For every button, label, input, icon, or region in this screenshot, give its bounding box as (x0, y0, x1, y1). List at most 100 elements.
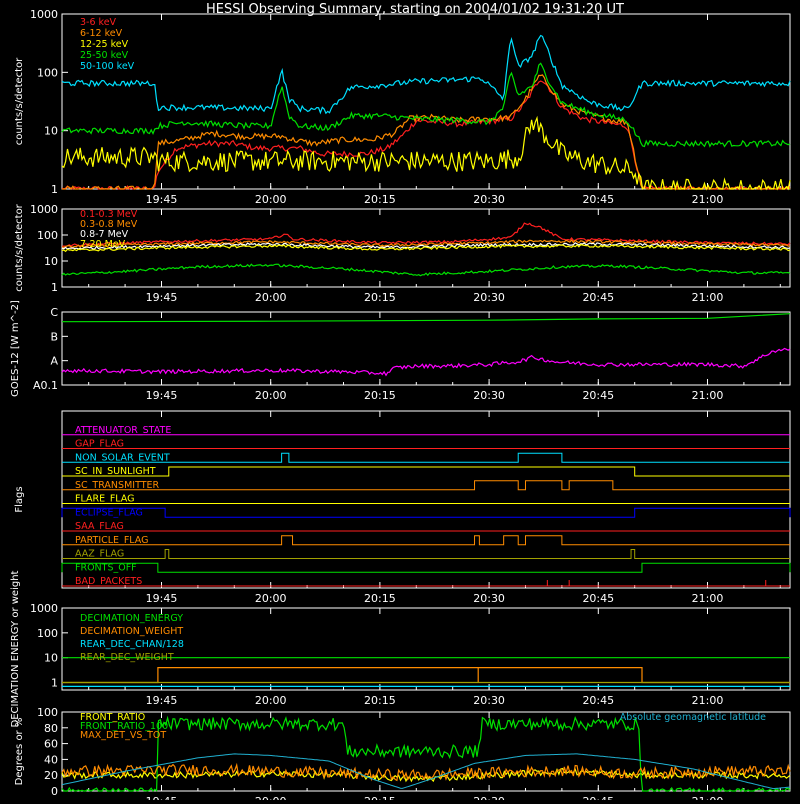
panel-2-xtick-label: 20:45 (582, 291, 614, 304)
panel-2-ylabel: counts/s/detector (14, 203, 25, 291)
panel-2-ytick-label: 10 (44, 255, 58, 268)
panel-4-xtick-label: 21:00 (692, 592, 724, 605)
panel-6-ylabel: Degrees or % (14, 718, 25, 786)
panel-5-frame (61, 607, 791, 691)
panel-1-xtick-label: 19:45 (146, 193, 178, 206)
panel-2-line-series-4 (61, 263, 791, 277)
panel-4-xtick-label: 19:45 (146, 592, 178, 605)
flag-line-particle-flag (62, 535, 790, 546)
panel-5-ylabel: DECIMATION ENERGY or weight (10, 570, 21, 727)
panel-5-ytick-label: 1000 (30, 602, 58, 615)
flag-label-aaz-flag: AAZ_FLAG (75, 549, 124, 560)
panel-1-ytick-label: 1 (51, 183, 58, 196)
panel-1-ytick-label: 100 (37, 66, 58, 79)
panel-5-legend-decimation-weight: DECIMATION_WEIGHT (80, 626, 183, 637)
panel-5-xtick-label: 21:00 (692, 694, 724, 707)
panel-4-xtick-label: 20:00 (255, 592, 287, 605)
panel-2-ytick-label: 1 (51, 281, 58, 294)
panel-1-legend-3-6-kev: 3-6 keV (80, 17, 117, 28)
flag-label-saa-flag: SAA_FLAG (75, 521, 124, 532)
flag-label-non-solar-event: NON_SOLAR_EVENT (75, 452, 170, 463)
panel-5-legend-decimation-energy: DECIMATION_ENERGY (80, 613, 183, 624)
panel-6-ytick-label: 0 (51, 785, 58, 798)
panel-5-xtick-label: 20:30 (473, 694, 505, 707)
flag-label-sc-transmitter: SC_TRANSMITTER (75, 480, 160, 491)
panel-3-xtick-label: 20:00 (255, 389, 287, 402)
flag-label-gap-flag: GAP_FLAG (75, 439, 124, 450)
panel-3-xtick-label: 20:30 (473, 389, 505, 402)
panel-3-ylabel: GOES-12 [W m^-2] (10, 300, 21, 397)
panel-1-line-25-50-kev (61, 62, 791, 149)
panel-6-legend-max-det-vs-tot: MAX_DET_VS_TOT (80, 730, 166, 741)
flag-line-fronts-off (61, 562, 791, 573)
panel-2-line-0-1-0-3-mev (61, 222, 791, 247)
panel-1-legend-12-25-kev: 12-25 keV (80, 39, 129, 50)
panel-3-ytick-label: A (50, 355, 58, 368)
flag-label-bad-packets: BAD_PACKETS (75, 576, 142, 587)
panel-4-ylabel: Flags (14, 486, 25, 512)
panel-6-line-front-ratio-100 (61, 715, 791, 793)
panel-1-line-12-25-kev (61, 115, 791, 191)
panel-1-ytick-label: 1000 (30, 8, 58, 21)
panel-6-xtick-label: 21:00 (692, 795, 724, 800)
panel-2-legend-0-3-0-8-mev: 0.3-0.8 MeV (80, 219, 138, 230)
panel-5-ytick-label: 1 (51, 677, 58, 690)
panel-6-legend-front-ratio: FRONT_RATIO (80, 712, 145, 723)
panel-2-legend-7-20-mev: 7-20 MeV (80, 239, 126, 250)
panel-6-frame (61, 711, 791, 792)
panel-2-xtick-label: 20:00 (255, 291, 287, 304)
flag-line-eclipse-flag (61, 507, 791, 518)
panel-3-line-series-1 (61, 347, 791, 377)
panel-1-line-50-100-kev (61, 34, 791, 115)
panel-2-line-7-20-mev (61, 244, 791, 253)
flag-label-flare-flag: FLARE_FLAG (75, 494, 135, 505)
panel-2-xtick-label: 19:45 (146, 291, 178, 304)
panel-6-ytick-label: 40 (44, 753, 58, 766)
panel-6-xtick-label: 20:45 (582, 795, 614, 800)
panel-6-ytick-label: 80 (44, 722, 58, 735)
panel-4-xtick-label: 20:30 (473, 592, 505, 605)
flag-line-sc-in-sunlight (62, 466, 790, 477)
panel-6-xtick-label: 19:45 (146, 795, 178, 800)
panel-2-line-0-3-0-8-mev (61, 239, 791, 249)
panel-4-xtick-label: 20:15 (364, 592, 396, 605)
panel-3-xtick-label: 20:45 (582, 389, 614, 402)
panel-3-ytick-label: B (50, 330, 58, 343)
panel-1-frame (61, 13, 791, 190)
panel-5-ytick-label: 100 (37, 627, 58, 640)
panel-3-ytick-label: C (50, 306, 58, 319)
panel-6-legend-front-ratio-100: FRONT_RATIO_100 (80, 721, 168, 732)
panel-2-ytick-label: 100 (37, 229, 58, 242)
flag-line-non-solar-event (62, 452, 790, 463)
panel-2-xtick-label: 20:30 (473, 291, 505, 304)
panel-2-xtick-label: 21:00 (692, 291, 724, 304)
flag-label-particle-flag: PARTICLE_FLAG (75, 535, 148, 546)
panel-1-line-6-12-kev (62, 74, 791, 190)
panel-1-xtick-label: 20:30 (473, 193, 505, 206)
panel-3-ytick-label: A0.1 (33, 379, 58, 392)
panel-3-frame (61, 311, 791, 386)
panel-3-xtick-label: 19:45 (146, 389, 178, 402)
panel-5-xtick-label: 19:45 (146, 694, 178, 707)
panel-3-xtick-label: 20:15 (364, 389, 396, 402)
flag-line-sc-transmitter (62, 480, 790, 491)
panel-1-xtick-label: 20:00 (255, 193, 287, 206)
flag-label-fronts-off: FRONTS_OFF (75, 562, 137, 573)
panel-1-ytick-label: 10 (44, 125, 58, 138)
panel-5-legend-rear-dec-chan-128: REAR_DEC_CHAN/128 (80, 639, 184, 650)
panel-3-xtick-label: 21:00 (692, 389, 724, 402)
panel-1-xtick-label: 20:15 (364, 193, 396, 206)
panel-6-xtick-label: 20:00 (255, 795, 287, 800)
panel-1-legend-50-100-kev: 50-100 keV (80, 61, 135, 72)
panel-5-xtick-label: 20:45 (582, 694, 614, 707)
panel-5-xtick-label: 20:00 (255, 694, 287, 707)
panel-1-ylabel: counts/s/detector (14, 57, 25, 145)
panel-6-ytick-label: 60 (44, 738, 58, 751)
panel-1-xtick-label: 21:00 (692, 193, 724, 206)
panel-2-legend-0-1-0-3-mev: 0.1-0.3 MeV (80, 209, 138, 220)
flag-line-aaz-flag (62, 549, 790, 559)
panel-6-line-max-det-vs-tot (61, 762, 791, 782)
panel-2-line-0-8-7-mev (61, 242, 791, 250)
panel-5-xtick-label: 20:15 (364, 694, 396, 707)
